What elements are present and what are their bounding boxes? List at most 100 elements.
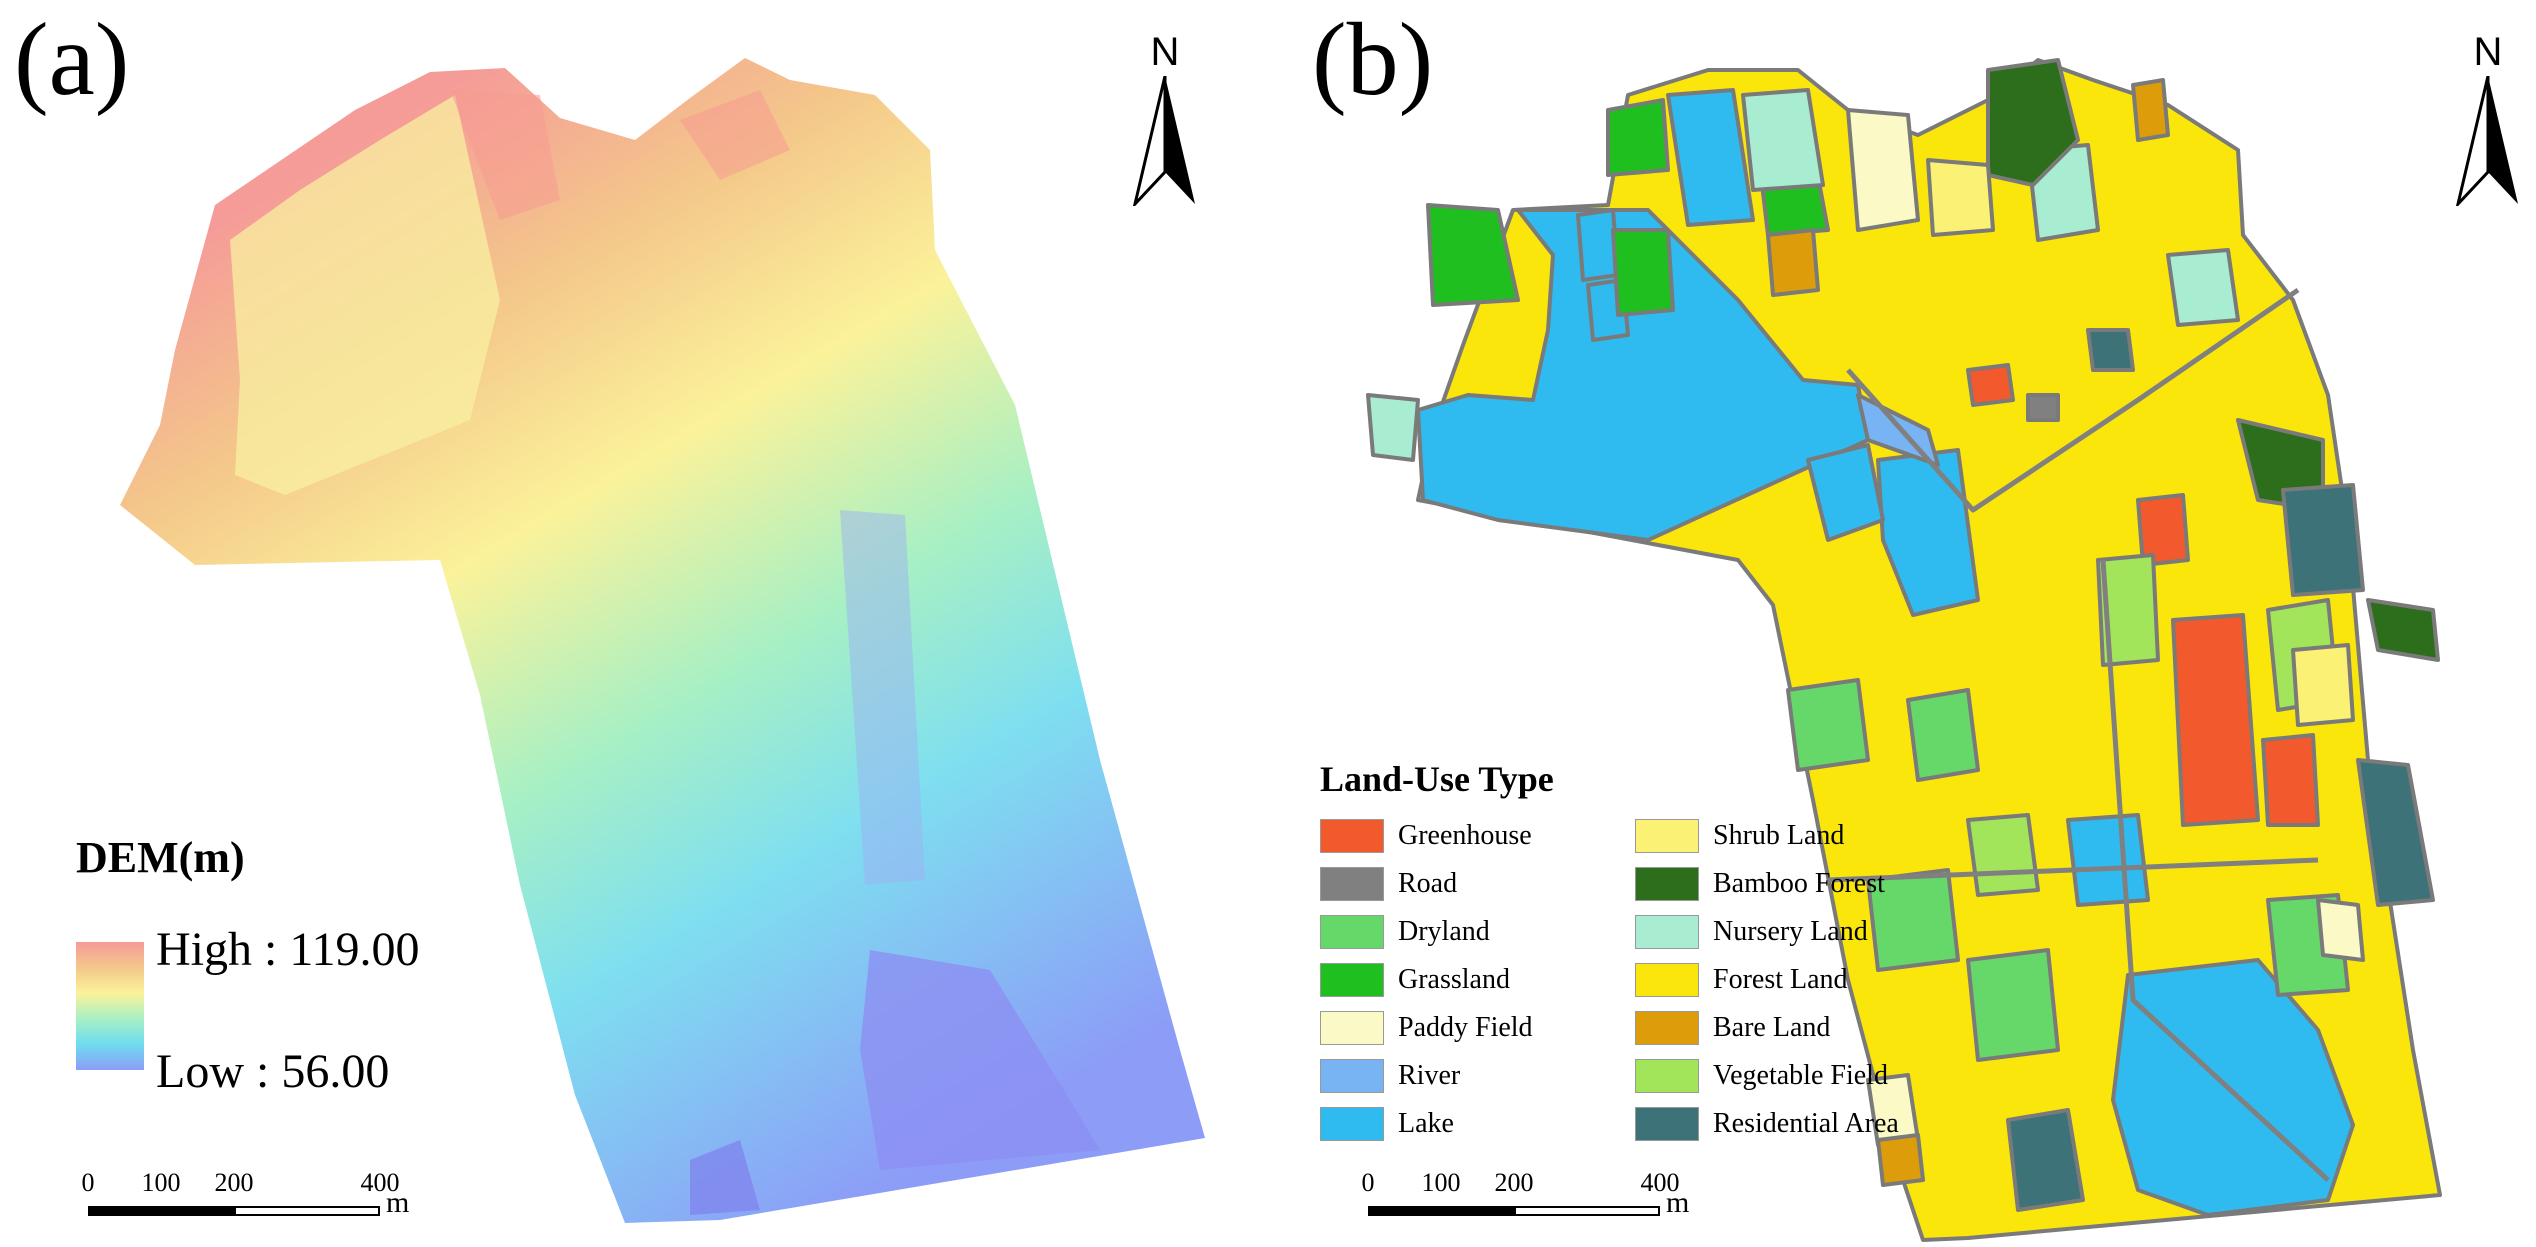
legend-swatch (1635, 1059, 1699, 1093)
land-use-map (1366, 58, 2442, 1242)
legend-swatch (1320, 1059, 1384, 1093)
land-use-panel: (b) N Land-Use Type Greenhouse Shrub Lan… (1268, 0, 2536, 1247)
scale-unit: m (1666, 1186, 1690, 1219)
legend-item-paddy-field: Paddy Field (1320, 1010, 1635, 1046)
grassland-parcel-3 (1606, 98, 1670, 177)
legend-item-road: Road (1320, 866, 1635, 902)
legend-swatch (1635, 867, 1699, 901)
scale-label-400: 400 (360, 1168, 400, 1197)
residential-parcel-3 (2006, 1108, 2085, 1212)
scale-bar-black (88, 1206, 234, 1216)
legend-label: Bamboo Forest (1713, 868, 1885, 899)
legend-item-grassland: Grassland (1320, 962, 1635, 998)
legend-swatch (1320, 1011, 1384, 1045)
scale-label-200: 200 (1494, 1168, 1534, 1197)
greenhouse-parcel-4 (2136, 493, 2190, 567)
scale-label-100: 100 (141, 1168, 181, 1197)
greenhouse-parcel-3 (1966, 363, 2015, 407)
legend-swatch (1635, 1011, 1699, 1045)
legend-label: Dryland (1398, 916, 1490, 947)
scale-bar-white (1514, 1206, 1660, 1216)
legend-item-bare-land: Bare Land (1635, 1010, 1935, 1046)
dem-low-pond (690, 1140, 760, 1215)
legend-swatch (1320, 1107, 1384, 1141)
legend-label: Vegetable Field (1713, 1060, 1888, 1091)
residential-parcel-2 (2356, 758, 2435, 907)
shrub-parcel-1 (1926, 158, 1995, 237)
scale-bar-a: 0 100 200 400 m (82, 1168, 428, 1228)
paddy-parcel-1 (1846, 108, 1920, 232)
scale-unit: m (386, 1186, 410, 1219)
dryland-parcel-2 (1906, 688, 1980, 782)
land-use-legend-title: Land-Use Type (1320, 759, 1554, 799)
road-node (2026, 393, 2060, 422)
legend-label: Grassland (1398, 964, 1510, 995)
dem-high-ridge (450, 90, 560, 220)
paddy-parcel-2 (2316, 898, 2365, 962)
scale-label-200: 200 (214, 1168, 254, 1197)
bare-land-parcel-1 (1766, 228, 1820, 297)
scale-label-100: 100 (1421, 1168, 1461, 1197)
legend-swatch (1635, 819, 1699, 853)
shrub-parcel-2 (2291, 643, 2355, 727)
legend-label: Forest Land (1713, 964, 1848, 995)
legend-label: River (1398, 1060, 1461, 1091)
legend-item-shrub-land: Shrub Land (1635, 818, 1935, 854)
legend-swatch (1320, 819, 1384, 853)
legend-swatch (1320, 915, 1384, 949)
nursery-parcel-4 (2166, 248, 2240, 327)
legend-swatch (1320, 867, 1384, 901)
north-arrow-icon (2455, 76, 2518, 206)
scale-label-400: 400 (1640, 1168, 1680, 1197)
grassland-parcel-2 (1611, 228, 1675, 317)
north-arrow-icon (1132, 76, 1195, 206)
legend-label: Residential Area (1713, 1108, 1899, 1139)
dem-panel: (a) N DEM(m) High : 119.00 Low : 56.00 0… (14, 2, 1205, 1228)
legend-item-river: River (1320, 1058, 1635, 1094)
dryland-parcel-1 (1786, 678, 1870, 772)
land-use-legend-grid: Greenhouse Shrub Land Road Bamboo Forest… (1320, 818, 1935, 1142)
vegetable-parcel-1 (2096, 553, 2160, 667)
scale-bar-black (1368, 1206, 1514, 1216)
dem-high-label: High : 119.00 (156, 923, 420, 976)
road-line-1 (1846, 287, 2300, 513)
scale-bar-b: 0 100 200 400 m (1362, 1168, 1708, 1228)
greenhouse-parcel-2 (2261, 733, 2320, 827)
panel-label-a: (a) (14, 2, 130, 117)
dem-map (120, 58, 1205, 1223)
dem-legend-title: DEM(m) (76, 833, 245, 882)
road-line-2 (1827, 857, 2319, 883)
legend-label: Paddy Field (1398, 1012, 1533, 1043)
lake-parcel-north (1666, 88, 1755, 227)
legend-label: Shrub Land (1713, 820, 1845, 851)
lake-parcel-center-2 (1806, 443, 1885, 542)
legend-item-vegetable-field: Vegetable Field (1635, 1058, 1935, 1094)
legend-label: Nursery Land (1713, 916, 1868, 947)
north-letter: N (1150, 30, 1180, 74)
legend-swatch (1635, 963, 1699, 997)
legend-item-nursery-land: Nursery Land (1635, 914, 1935, 950)
lake-parcel-south-2 (2066, 813, 2150, 907)
dem-low-label: Low : 56.00 (156, 1045, 390, 1098)
nursery-parcel-2 (1741, 88, 1825, 192)
lake-parcel-west (1416, 208, 1870, 542)
legend-label: Road (1398, 868, 1458, 899)
legend-swatch (1635, 915, 1699, 949)
legend-item-lake: Lake (1320, 1106, 1635, 1142)
dryland-parcel-4 (1966, 948, 2060, 1062)
legend-swatch (1635, 1107, 1699, 1141)
north-letter: N (2473, 30, 2503, 74)
legend-item-bamboo-forest: Bamboo Forest (1635, 866, 1935, 902)
scale-bar-white (234, 1206, 380, 1216)
bamboo-parcel-3 (2366, 598, 2440, 662)
residential-parcel-1 (2281, 483, 2365, 597)
road-line-3 (2100, 559, 2330, 1182)
dryland-parcel-3 (1866, 868, 1960, 972)
legend-label: Lake (1398, 1108, 1454, 1139)
legend-label: Bare Land (1713, 1012, 1831, 1043)
bamboo-parcel-1 (1986, 58, 2080, 187)
dem-surface (120, 58, 1205, 1223)
dem-legend: DEM(m) High : 119.00 Low : 56.00 (76, 832, 420, 1098)
legend-label: Greenhouse (1398, 820, 1532, 851)
north-arrow-a: N (1125, 30, 1205, 206)
